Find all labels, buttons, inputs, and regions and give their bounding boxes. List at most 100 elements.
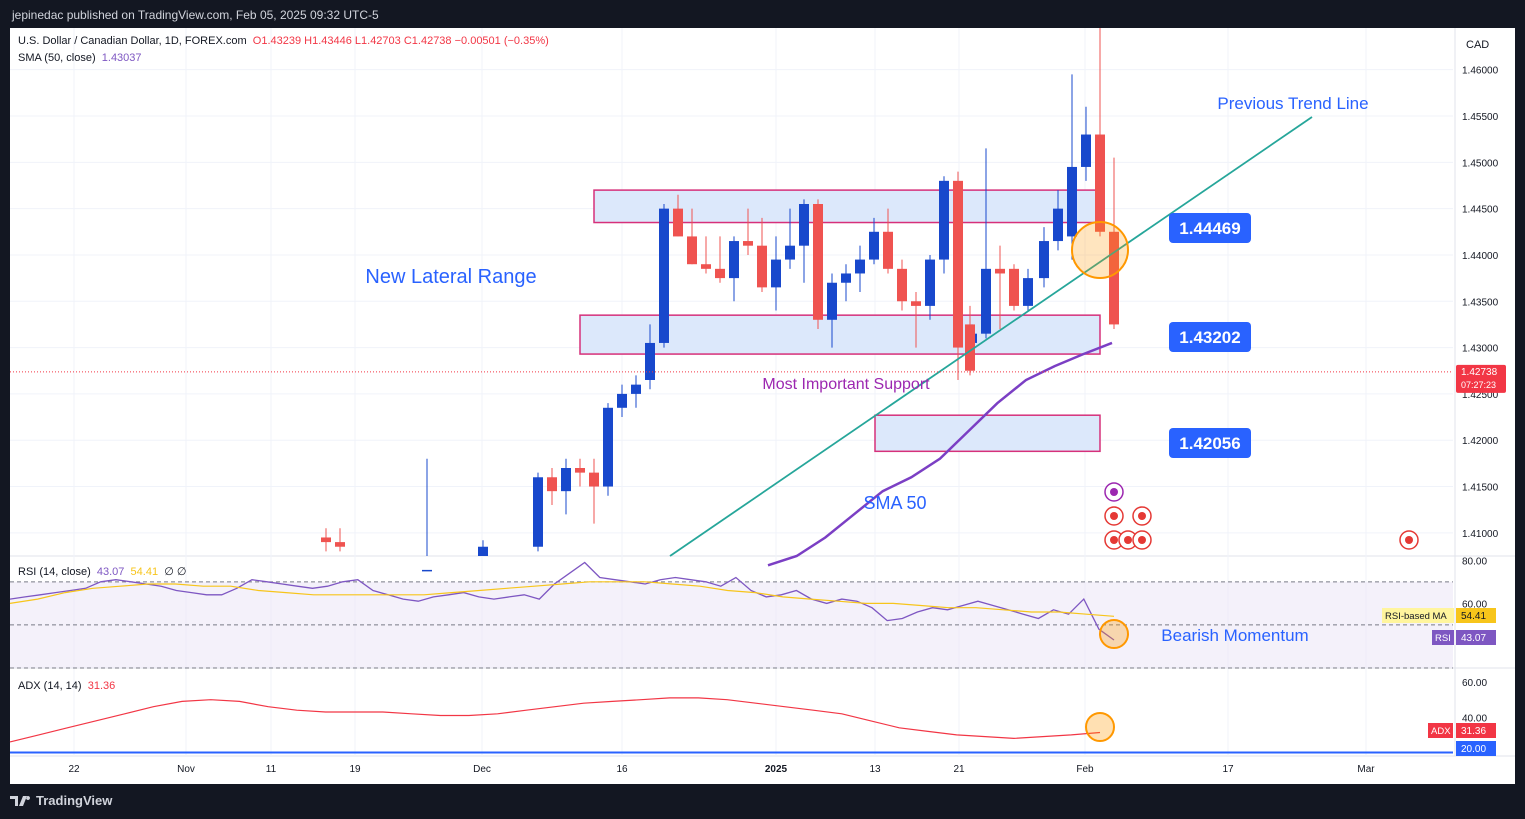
rsi-badge-text: 43.07 bbox=[1461, 633, 1486, 644]
time-tick: Dec bbox=[473, 764, 491, 775]
event-flag-dot bbox=[1110, 488, 1118, 496]
level-value: 1.42056 bbox=[1179, 434, 1240, 453]
ohlc-values: O1.43239 H1.43446 L1.42703 C1.42738 −0.0… bbox=[252, 35, 549, 47]
price-tick: 1.46000 bbox=[1462, 66, 1499, 77]
candle-body bbox=[603, 407, 613, 487]
adx-badge bbox=[1456, 723, 1496, 738]
candle-body bbox=[869, 231, 879, 260]
time-tick: 22 bbox=[68, 764, 80, 775]
adx-tick: 60.00 bbox=[1462, 678, 1487, 689]
price-zone bbox=[593, 189, 1101, 224]
level-badge bbox=[1169, 322, 1251, 352]
rsi-ma-tag-text: RSI-based MA bbox=[1385, 611, 1447, 622]
time-tick: 2025 bbox=[765, 764, 788, 775]
candle-body bbox=[841, 273, 851, 283]
sma50-line bbox=[767, 341, 1113, 567]
price-tick: 1.42000 bbox=[1462, 436, 1499, 447]
candle-body bbox=[1095, 134, 1105, 232]
time-tick: 11 bbox=[266, 764, 277, 775]
sma-value: 1.43037 bbox=[101, 52, 142, 64]
candle-body bbox=[1023, 278, 1033, 306]
candle-body bbox=[533, 477, 543, 547]
publisher-text: jepinedac published on TradingView.com, … bbox=[12, 8, 379, 22]
tradingview-logo-icon bbox=[10, 795, 31, 806]
rsi-tick: 80.00 bbox=[1462, 556, 1487, 567]
last-price-label: 1.42738 bbox=[1461, 367, 1498, 378]
time-tick: 21 bbox=[953, 764, 965, 775]
price-tick: 1.45500 bbox=[1462, 112, 1499, 123]
candle-body bbox=[1067, 166, 1077, 237]
candle-body bbox=[743, 241, 753, 246]
adx-tag-text: ADX bbox=[1431, 726, 1451, 737]
time-tick: 16 bbox=[616, 764, 628, 775]
candle-body bbox=[939, 180, 949, 260]
adx-tag bbox=[1428, 723, 1453, 738]
level-value: 1.43202 bbox=[1179, 328, 1240, 347]
rsi-tag-text: RSI bbox=[1435, 633, 1451, 644]
candle-body bbox=[561, 468, 571, 492]
time-tick: Mar bbox=[1357, 764, 1375, 775]
rsi-ma-badge bbox=[1456, 608, 1496, 623]
candle-body bbox=[422, 569, 432, 572]
rsi-extra: ∅ ∅ bbox=[164, 566, 187, 578]
rsi-legend[interactable]: RSI (14, close) 43.07 54.41 ∅ ∅ bbox=[18, 565, 186, 578]
adx-line bbox=[9, 697, 1101, 743]
candle-body bbox=[981, 268, 991, 334]
price-tick: 1.42500 bbox=[1462, 390, 1499, 401]
annotation-bearish: Bearish Momentum bbox=[1161, 626, 1308, 645]
annotation-trend-line: Previous Trend Line bbox=[1217, 94, 1368, 113]
rsi-ma-line bbox=[9, 581, 1115, 617]
trend-line bbox=[669, 116, 1313, 557]
adx-label: ADX (14, 14) bbox=[18, 680, 82, 692]
brand-name: TradingView bbox=[36, 793, 113, 808]
tradingview-logo[interactable]: TradingView bbox=[10, 793, 112, 808]
candle-body bbox=[729, 241, 739, 279]
candle-body bbox=[911, 301, 921, 306]
candle-body bbox=[589, 472, 599, 487]
price-tick: 1.41500 bbox=[1462, 483, 1499, 494]
adx-value: 31.36 bbox=[87, 680, 116, 692]
rsi-value: 43.07 bbox=[96, 566, 125, 578]
highlight-circle bbox=[1071, 221, 1129, 279]
candle-body bbox=[631, 384, 641, 394]
publisher-bar: jepinedac published on TradingView.com, … bbox=[0, 0, 1525, 28]
candle-body bbox=[1109, 231, 1119, 325]
event-flag-dot bbox=[1110, 512, 1118, 520]
adx-badge-text: 31.36 bbox=[1461, 726, 1486, 737]
sma-legend[interactable]: SMA (50, close) 1.43037 bbox=[18, 52, 142, 64]
price-zone bbox=[874, 414, 1101, 453]
price-tick: 1.44500 bbox=[1462, 205, 1499, 216]
candle-body bbox=[335, 542, 345, 547]
adx-legend[interactable]: ADX (14, 14) 31.36 bbox=[18, 680, 115, 692]
rsi-badge bbox=[1456, 630, 1496, 645]
rsi-tick: 60.00 bbox=[1462, 599, 1487, 610]
time-tick: 19 bbox=[349, 764, 361, 775]
candle-body bbox=[575, 468, 585, 473]
candle-body bbox=[799, 204, 809, 246]
candle-body bbox=[855, 259, 865, 274]
adx-level-badge bbox=[1456, 741, 1496, 756]
symbol-title: U.S. Dollar / Canadian Dollar, 1D, FOREX… bbox=[18, 35, 247, 47]
candle-body bbox=[1039, 241, 1049, 279]
candle-body bbox=[757, 245, 767, 288]
currency-label: CAD bbox=[1466, 39, 1489, 51]
adx-level-text: 20.00 bbox=[1461, 744, 1486, 755]
level-badge bbox=[1169, 428, 1251, 458]
candle-body bbox=[925, 259, 935, 306]
event-flag-dot bbox=[1138, 536, 1146, 544]
price-zone bbox=[579, 314, 1101, 355]
candle-body bbox=[1053, 208, 1063, 242]
annotation-lateral-range: New Lateral Range bbox=[365, 266, 536, 288]
level-badge bbox=[1169, 213, 1251, 243]
time-tick: 17 bbox=[1222, 764, 1234, 775]
sma-label: SMA (50, close) bbox=[18, 52, 96, 64]
rsi-label: RSI (14, close) bbox=[18, 566, 91, 578]
candle-body bbox=[701, 264, 711, 269]
candle-body bbox=[827, 282, 837, 320]
candle-body bbox=[478, 546, 488, 556]
event-flag-dot bbox=[1138, 512, 1146, 520]
symbol-legend[interactable]: U.S. Dollar / Canadian Dollar, 1D, FOREX… bbox=[18, 35, 549, 47]
adx-tick: 40.00 bbox=[1462, 713, 1487, 724]
rsi-ma-badge-text: 54.41 bbox=[1461, 611, 1486, 622]
